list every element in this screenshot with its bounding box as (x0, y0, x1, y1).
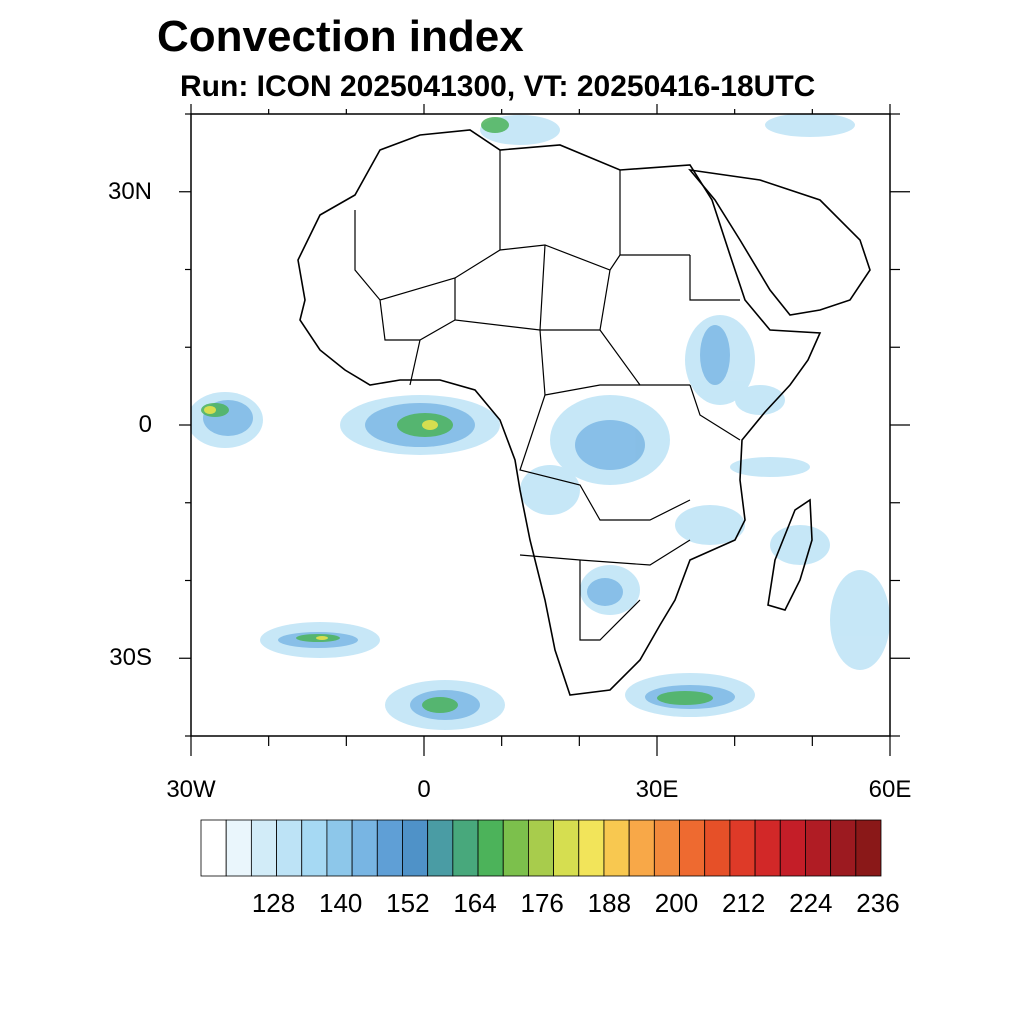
colorbar-swatch (754, 819, 781, 877)
colorbar-label: 128 (251, 888, 296, 918)
colorbar-swatch (628, 819, 655, 877)
colorbar-swatch (653, 819, 680, 877)
axis-ticks (179, 104, 910, 756)
colorbar-swatch (704, 819, 731, 877)
colorbar-swatch (805, 819, 832, 877)
colorbar-swatch (402, 819, 429, 877)
colorbar-label: 212 (721, 888, 766, 918)
colorbar-swatch (553, 819, 580, 877)
colorbar-swatch (855, 819, 882, 877)
colorbar-swatch (276, 819, 303, 877)
colorbar-swatch (779, 819, 806, 877)
country-borders (354, 150, 741, 641)
map-plot (179, 104, 910, 756)
colorbar-label: 200 (654, 888, 699, 918)
colorbar (200, 819, 882, 877)
colorbar-label: 164 (453, 888, 497, 918)
colorbar-swatch (679, 819, 706, 877)
colorbar-swatch (452, 819, 479, 877)
colorbar-swatch (502, 819, 529, 877)
x-tick-label: 30E (635, 776, 679, 803)
chart-title: Convection index (157, 12, 524, 61)
colorbar-label: 152 (386, 888, 430, 918)
convection-field (191, 114, 890, 730)
colorbar-label: 176 (520, 888, 564, 918)
chart-subtitle: Run: ICON 2025041300, VT: 20250416-18UTC (180, 70, 816, 103)
colorbar-swatch (376, 819, 403, 877)
colorbar-swatch (351, 819, 378, 877)
colorbar-swatch (729, 819, 756, 877)
colorbar-swatch (427, 819, 454, 877)
colorbar-swatch (830, 819, 857, 877)
colorbar-swatch (326, 819, 353, 877)
colorbar-swatch (477, 819, 504, 877)
colorbar-swatch (200, 819, 227, 877)
colorbar-swatch (225, 819, 252, 877)
x-tick-label: 0 (417, 776, 431, 803)
colorbar-label: 224 (789, 888, 833, 918)
x-tick-label: 60E (868, 776, 912, 803)
y-tick-label: 30N (107, 177, 152, 205)
y-tick-label: 0 (138, 411, 152, 438)
colorbar-label: 188 (587, 888, 632, 918)
colorbar-swatch (528, 819, 554, 877)
y-tick-label: 30S (109, 644, 152, 672)
colorbar-swatch (603, 819, 630, 877)
colorbar-swatch (578, 819, 605, 877)
colorbar-label: 140 (319, 888, 363, 918)
x-tick-label: 30W (166, 776, 216, 803)
colorbar-swatch (301, 819, 328, 877)
colorbar-label: 236 (856, 888, 900, 918)
colorbar-swatch (250, 819, 277, 877)
